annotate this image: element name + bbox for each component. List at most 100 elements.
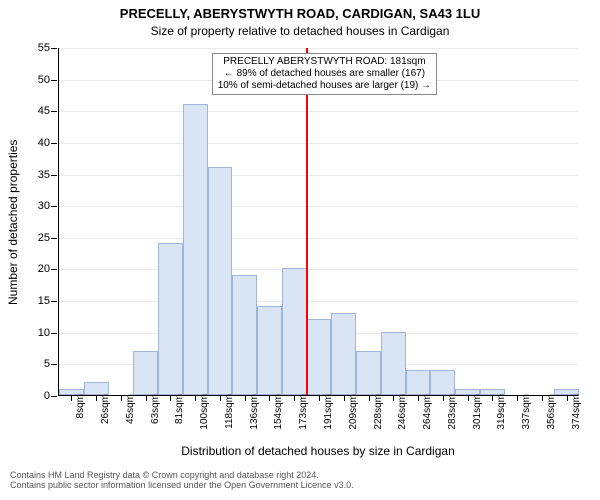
- y-tick-label: 0: [24, 390, 50, 402]
- x-tick-label: 319sqm: [496, 394, 507, 430]
- x-tick: [517, 395, 518, 401]
- x-tick-label: 173sqm: [298, 394, 309, 430]
- y-tick-label: 25: [24, 232, 50, 244]
- x-tick-label: 356sqm: [546, 394, 557, 430]
- histogram-bar: [232, 275, 257, 395]
- x-tick-label: 8sqm: [75, 394, 86, 418]
- histogram-bar: [257, 306, 282, 395]
- y-tick-label: 40: [24, 137, 50, 149]
- x-tick: [121, 395, 122, 401]
- gridline: [59, 269, 578, 270]
- chart-title-main: PRECELLY, ABERYSTWYTH ROAD, CARDIGAN, SA…: [0, 6, 600, 21]
- y-tick-label: 20: [24, 263, 50, 275]
- y-tick-label: 5: [24, 358, 50, 370]
- x-tick: [195, 395, 196, 401]
- histogram-chart: PRECELLY, ABERYSTWYTH ROAD, CARDIGAN, SA…: [0, 0, 600, 500]
- x-tick: [294, 395, 295, 401]
- x-tick-label: 26sqm: [100, 394, 111, 424]
- x-tick: [369, 395, 370, 401]
- histogram-bar: [282, 268, 307, 395]
- x-tick: [245, 395, 246, 401]
- x-tick: [220, 395, 221, 401]
- x-tick-label: 209sqm: [348, 394, 359, 430]
- x-tick-label: 283sqm: [447, 394, 458, 430]
- reference-line: [306, 48, 308, 395]
- y-tick: [51, 238, 57, 239]
- annotation-line: ← 89% of detached houses are smaller (16…: [218, 68, 431, 80]
- gridline: [59, 48, 578, 49]
- x-tick-label: 45sqm: [125, 394, 136, 424]
- y-tick: [51, 333, 57, 334]
- y-tick-label: 15: [24, 295, 50, 307]
- x-tick-label: 100sqm: [199, 394, 210, 430]
- histogram-bar: [158, 243, 183, 395]
- histogram-bar: [307, 319, 332, 395]
- x-tick-label: 118sqm: [224, 394, 235, 429]
- y-tick: [51, 175, 57, 176]
- x-tick-label: 337sqm: [521, 394, 532, 430]
- x-tick: [418, 395, 419, 401]
- gridline: [59, 301, 578, 302]
- chart-title-sub: Size of property relative to detached ho…: [0, 24, 600, 38]
- x-tick-label: 154sqm: [273, 394, 284, 430]
- y-tick: [51, 80, 57, 81]
- y-tick-label: 10: [24, 327, 50, 339]
- x-tick-label: 63sqm: [150, 394, 161, 424]
- gridline: [59, 238, 578, 239]
- histogram-bar: [381, 332, 406, 395]
- x-tick: [344, 395, 345, 401]
- y-tick-label: 45: [24, 105, 50, 117]
- x-tick: [71, 395, 72, 401]
- annotation-line: 10% of semi-detached houses are larger (…: [218, 80, 431, 92]
- y-tick-label: 55: [24, 42, 50, 54]
- histogram-bar: [331, 313, 356, 395]
- histogram-bar: [183, 104, 208, 395]
- x-tick: [492, 395, 493, 401]
- footer-line-2: Contains public sector information licen…: [10, 480, 590, 490]
- x-tick: [443, 395, 444, 401]
- annotation-line: PRECELLY ABERYSTWYTH ROAD: 181sqm: [218, 56, 431, 68]
- x-tick: [468, 395, 469, 401]
- gridline: [59, 206, 578, 207]
- x-tick: [170, 395, 171, 401]
- footer-attribution: Contains HM Land Registry data © Crown c…: [10, 470, 590, 491]
- x-tick-label: 374sqm: [571, 394, 582, 430]
- histogram-bar: [430, 370, 455, 395]
- footer-line-1: Contains HM Land Registry data © Crown c…: [10, 470, 590, 480]
- y-tick: [51, 206, 57, 207]
- x-tick: [96, 395, 97, 401]
- x-tick-label: 228sqm: [373, 394, 384, 430]
- gridline: [59, 143, 578, 144]
- x-tick-label: 264sqm: [422, 394, 433, 430]
- y-tick: [51, 269, 57, 270]
- histogram-bar: [406, 370, 431, 395]
- y-tick-label: 30: [24, 200, 50, 212]
- plot-area: 05101520253035404550558sqm26sqm45sqm63sq…: [58, 48, 578, 396]
- y-tick: [51, 396, 57, 397]
- gridline: [59, 111, 578, 112]
- histogram-bar: [208, 167, 233, 395]
- y-tick: [51, 111, 57, 112]
- x-tick: [542, 395, 543, 401]
- x-axis-title: Distribution of detached houses by size …: [58, 444, 578, 458]
- annotation-box: PRECELLY ABERYSTWYTH ROAD: 181sqm← 89% o…: [212, 53, 437, 95]
- gridline: [59, 175, 578, 176]
- y-tick: [51, 143, 57, 144]
- x-tick: [146, 395, 147, 401]
- x-tick-label: 81sqm: [174, 394, 185, 424]
- y-tick: [51, 364, 57, 365]
- x-tick: [269, 395, 270, 401]
- x-tick-label: 191sqm: [323, 394, 334, 430]
- y-tick-label: 50: [24, 74, 50, 86]
- histogram-bar: [133, 351, 158, 395]
- x-tick-label: 136sqm: [249, 394, 260, 430]
- x-tick: [319, 395, 320, 401]
- x-tick: [393, 395, 394, 401]
- y-tick: [51, 301, 57, 302]
- x-tick: [567, 395, 568, 401]
- histogram-bar: [356, 351, 381, 395]
- y-tick: [51, 48, 57, 49]
- y-tick-label: 35: [24, 169, 50, 181]
- x-tick-label: 301sqm: [472, 394, 483, 430]
- y-axis-title: Number of detached properties: [6, 48, 20, 396]
